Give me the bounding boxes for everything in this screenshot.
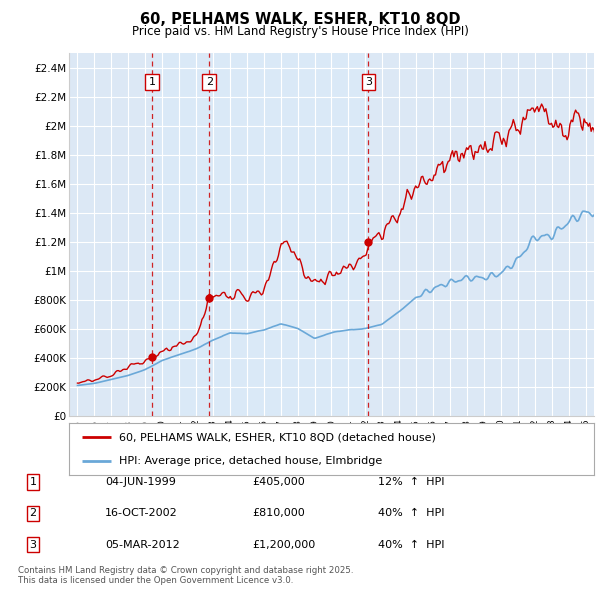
Text: 2: 2 [29,509,37,518]
Text: 60, PELHAMS WALK, ESHER, KT10 8QD (detached house): 60, PELHAMS WALK, ESHER, KT10 8QD (detac… [119,432,436,442]
Bar [152,53,209,416]
Text: 2: 2 [206,77,213,87]
Text: 12%  ↑  HPI: 12% ↑ HPI [378,477,445,487]
Text: 3: 3 [29,540,37,549]
Text: 40%  ↑  HPI: 40% ↑ HPI [378,540,445,549]
Text: 1: 1 [149,77,156,87]
Text: 05-MAR-2012: 05-MAR-2012 [105,540,180,549]
Text: £405,000: £405,000 [252,477,305,487]
Text: £1,200,000: £1,200,000 [252,540,315,549]
Text: 3: 3 [365,77,372,87]
Text: HPI: Average price, detached house, Elmbridge: HPI: Average price, detached house, Elmb… [119,456,382,466]
Text: This data is licensed under the Open Government Licence v3.0.: This data is licensed under the Open Gov… [18,576,293,585]
Text: 1: 1 [29,477,37,487]
Text: 60, PELHAMS WALK, ESHER, KT10 8QD: 60, PELHAMS WALK, ESHER, KT10 8QD [140,12,460,27]
Text: Price paid vs. HM Land Registry's House Price Index (HPI): Price paid vs. HM Land Registry's House … [131,25,469,38]
Text: 04-JUN-1999: 04-JUN-1999 [105,477,176,487]
Text: 40%  ↑  HPI: 40% ↑ HPI [378,509,445,518]
Text: Contains HM Land Registry data © Crown copyright and database right 2025.: Contains HM Land Registry data © Crown c… [18,566,353,575]
Bar [209,53,368,416]
Text: £810,000: £810,000 [252,509,305,518]
Text: 16-OCT-2002: 16-OCT-2002 [105,509,178,518]
